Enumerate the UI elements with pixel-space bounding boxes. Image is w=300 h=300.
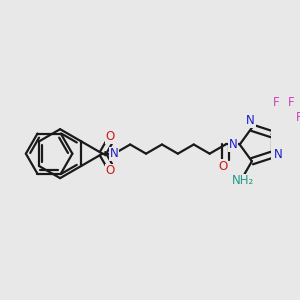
Text: F: F [288, 96, 295, 109]
Text: O: O [106, 164, 115, 177]
Text: NH₂: NH₂ [232, 174, 254, 187]
Text: F: F [296, 111, 300, 124]
Text: F: F [272, 96, 279, 109]
Text: N: N [110, 147, 118, 160]
Text: O: O [106, 130, 115, 143]
Text: N: N [229, 138, 237, 151]
Text: N: N [274, 148, 283, 161]
Text: O: O [218, 160, 228, 173]
Text: N: N [246, 114, 255, 128]
